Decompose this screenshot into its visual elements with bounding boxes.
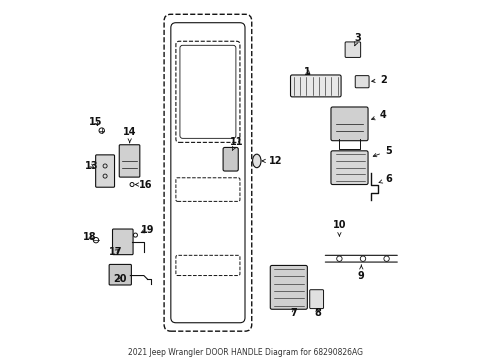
Text: 5: 5 [373, 146, 392, 157]
FancyBboxPatch shape [113, 229, 133, 255]
Text: 20: 20 [114, 274, 127, 284]
Text: 15: 15 [89, 117, 103, 127]
FancyBboxPatch shape [310, 290, 323, 309]
Text: 12: 12 [262, 156, 282, 166]
Text: 10: 10 [333, 220, 346, 236]
Text: 1: 1 [304, 67, 311, 77]
FancyBboxPatch shape [331, 151, 368, 185]
Text: 14: 14 [123, 127, 136, 143]
Text: 16: 16 [135, 180, 152, 189]
Text: 7: 7 [291, 308, 297, 318]
FancyBboxPatch shape [270, 265, 307, 309]
Text: 3: 3 [355, 33, 361, 46]
FancyBboxPatch shape [223, 148, 238, 171]
Text: 18: 18 [83, 232, 97, 242]
FancyBboxPatch shape [109, 265, 131, 285]
Text: 13: 13 [85, 161, 98, 171]
Text: 2021 Jeep Wrangler DOOR HANDLE Diagram for 68290826AG: 2021 Jeep Wrangler DOOR HANDLE Diagram f… [127, 348, 363, 357]
Text: 19: 19 [141, 225, 154, 235]
FancyBboxPatch shape [355, 76, 369, 88]
FancyBboxPatch shape [331, 107, 368, 141]
FancyBboxPatch shape [119, 145, 140, 177]
Text: 2: 2 [372, 75, 387, 85]
FancyBboxPatch shape [96, 155, 115, 187]
Text: 17: 17 [108, 247, 122, 257]
Text: 6: 6 [379, 175, 392, 184]
FancyBboxPatch shape [345, 42, 361, 58]
Text: 4: 4 [371, 111, 387, 120]
Text: 9: 9 [358, 265, 365, 280]
FancyBboxPatch shape [291, 75, 341, 97]
Text: 8: 8 [314, 308, 321, 318]
Text: 11: 11 [230, 138, 244, 150]
Ellipse shape [252, 154, 261, 168]
